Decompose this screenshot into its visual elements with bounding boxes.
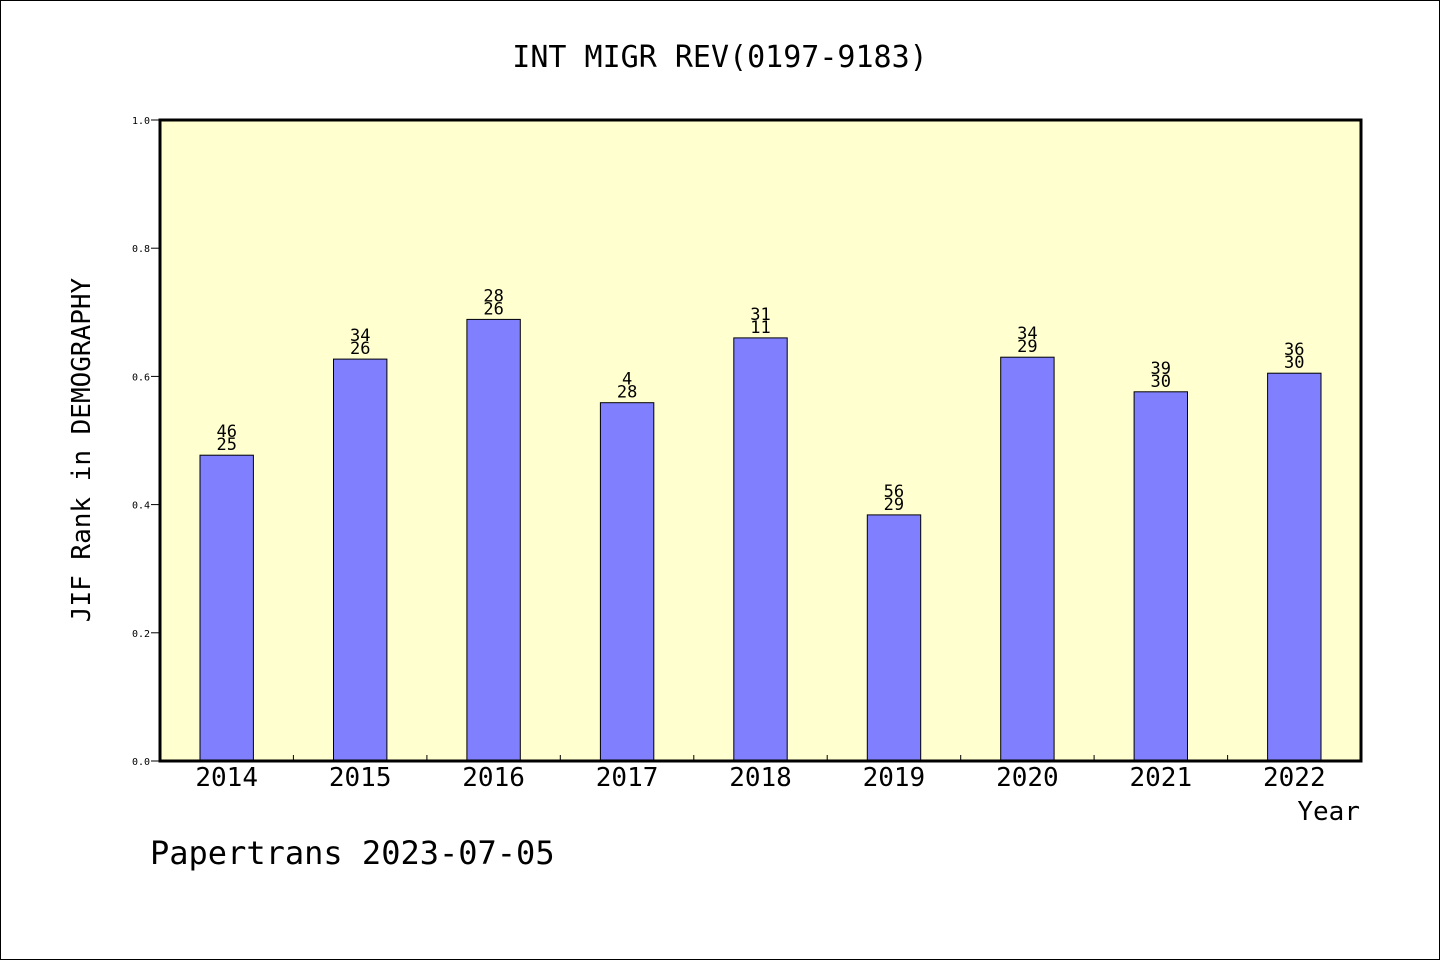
bar-label-bottom-2014: 25 <box>216 435 236 455</box>
bar-label-top-2015: 34 <box>350 326 370 346</box>
x-tick-label-2019: 2019 <box>863 763 926 793</box>
bar-2022 <box>1267 372 1322 762</box>
footer-credit: Papertrans 2023-07-05 <box>150 834 555 872</box>
bar-label-top-2014: 46 <box>216 422 236 442</box>
x-axis: 2014 2015 2016 2017 2018 2019 2020 2021 2022 <box>195 755 1326 793</box>
y-axis-label: JIF Rank in DEMOGRAPHY <box>67 277 97 622</box>
x-tick-label-2015: 2015 <box>329 763 392 793</box>
x-tick-label-2014: 2014 <box>195 763 258 793</box>
bar-2018 <box>733 337 788 762</box>
y-tick-label-0.8: 0.8 <box>132 244 150 255</box>
plot-frame <box>158 118 1363 763</box>
bar-label-bottom-2015: 26 <box>350 339 370 359</box>
y-tick-label-0.4: 0.4 <box>132 501 150 512</box>
bar-label-bottom-2020: 29 <box>1017 337 1037 357</box>
x-tick-label-2016: 2016 <box>462 763 525 793</box>
y-tick-label-1.0: 1.0 <box>132 116 150 127</box>
bar-label-bottom-2019: 29 <box>884 495 904 515</box>
chart-title: INT MIGR REV(0197-9183) <box>512 40 927 75</box>
bar-label-bottom-2017: 28 <box>617 383 637 403</box>
bar-label-bottom-2016: 26 <box>483 299 503 319</box>
bar-label-bottom-2018: 11 <box>750 318 770 338</box>
bar-label-top-2018: 31 <box>750 305 770 325</box>
y-tick-label-0.0: 0.0 <box>132 757 150 768</box>
x-axis-label: Year <box>1297 797 1360 827</box>
x-tick-label-2021: 2021 <box>1129 763 1192 793</box>
bar-label-top-2016: 28 <box>483 286 503 306</box>
bar-label-top-2019: 56 <box>884 482 904 502</box>
bar-label-top-2020: 34 <box>1017 324 1037 344</box>
bar-label-top-2017: 4 <box>622 370 632 390</box>
bar-2021 <box>1133 391 1188 762</box>
bar-2019 <box>866 514 922 762</box>
bar-2014 <box>199 454 254 762</box>
y-tick-label-0.6: 0.6 <box>132 372 150 383</box>
x-tick-label-2022: 2022 <box>1263 763 1326 793</box>
x-tick-label-2017: 2017 <box>596 763 659 793</box>
bar-label-top-2022: 36 <box>1284 340 1304 360</box>
bar-2016 <box>466 318 521 762</box>
bar-label-top-2021: 39 <box>1151 359 1171 379</box>
bar-label-bottom-2021: 30 <box>1151 372 1171 392</box>
x-tick-label-2018: 2018 <box>729 763 792 793</box>
bar-2017 <box>599 402 655 762</box>
y-tick-label-0.2: 0.2 <box>132 629 150 640</box>
bar-label-bottom-2022: 30 <box>1284 353 1304 373</box>
bar-2020 <box>1000 356 1055 762</box>
x-tick-label-2020: 2020 <box>996 763 1059 793</box>
bar-2015 <box>333 358 388 762</box>
